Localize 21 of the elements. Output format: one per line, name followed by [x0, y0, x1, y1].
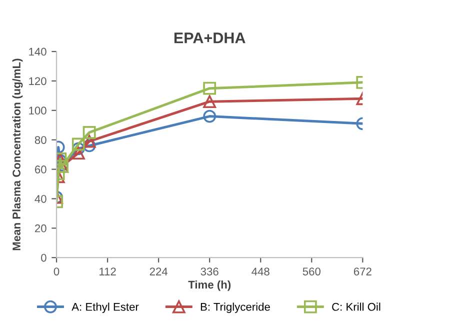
y-tick-label: 20 [35, 224, 46, 232]
y-tick-label: 120 [29, 77, 46, 86]
x-tick-label: 112 [100, 268, 116, 276]
x-axis-title: Time (h) [188, 280, 231, 291]
x-tick-label: 336 [200, 268, 218, 276]
y-tick-label: 100 [29, 106, 46, 115]
y-tick-label: 140 [29, 48, 46, 56]
x-tick-label: 560 [302, 268, 320, 276]
x-tick-label: 224 [150, 268, 168, 276]
x-tick-label: 448 [252, 268, 270, 276]
legend-label: A: Ethyl Ester [72, 302, 139, 313]
y-axis-title: Mean Plasma Concentration (ug/mL) [12, 58, 23, 250]
x-tick-label: 672 [354, 268, 372, 276]
chart-title: EPA+DHA [174, 32, 246, 44]
y-tick-label: 0 [41, 254, 46, 262]
y-tick-label: 80 [34, 136, 46, 144]
legend-label: C: Krill Oil [332, 302, 380, 311]
y-tick-label: 40 [34, 194, 46, 203]
y-tick-label: 60 [35, 166, 46, 174]
legend-label: B: Triglyceride [200, 302, 270, 313]
x-tick-label: 0 [54, 268, 60, 276]
